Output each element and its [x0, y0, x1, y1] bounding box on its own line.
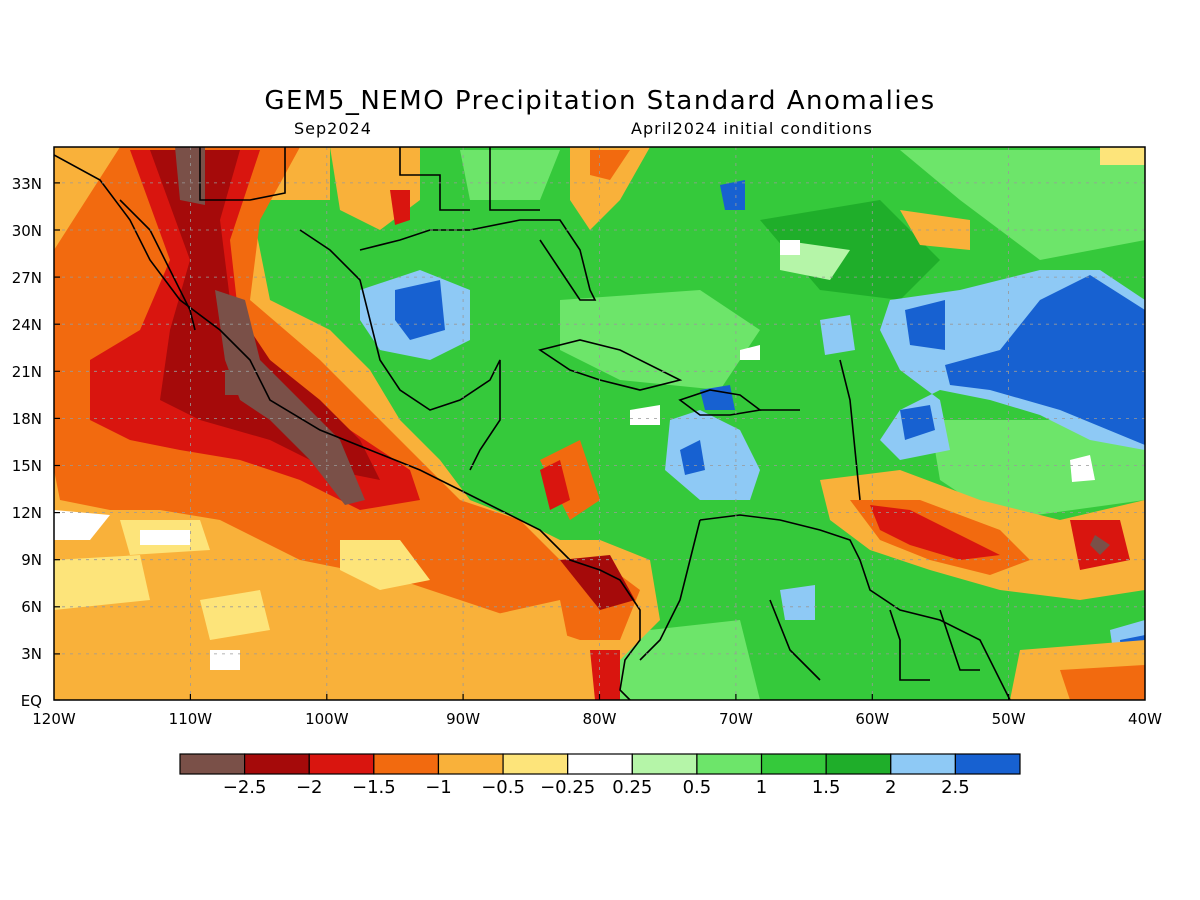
colorbar-tick-label: 2 [885, 777, 896, 798]
gridlines [54, 147, 1145, 700]
lon-label: 80W [583, 710, 617, 728]
lon-label: 60W [855, 710, 889, 728]
colorbar-labels: −2.5 −2 −1.5 −1 −0.5 −0.25 0.25 0.5 1 1.5 2 2.5 [223, 777, 970, 798]
colorbar-tick-label: −2.5 [223, 777, 267, 798]
lat-label: 21N [12, 363, 42, 381]
longitude-labels: 120W 110W 100W 90W 80W 70W 60W 50W 40W [32, 710, 1162, 728]
colorbar-swatch [373, 753, 440, 775]
lat-label: 33N [12, 175, 42, 193]
lon-label: 110W [169, 710, 213, 728]
colorbar-swatch [696, 753, 763, 775]
colorbar-tick-label: 0.5 [683, 777, 712, 798]
initial-conditions-label: April2024 initial conditions [631, 119, 873, 138]
lon-label: 50W [992, 710, 1026, 728]
colorbar-tick-label: 1.5 [812, 777, 841, 798]
lat-label: EQ [21, 692, 42, 710]
lon-label: 90W [446, 710, 480, 728]
latitude-labels: EQ 3N 6N 9N 12N 15N 18N 21N 24N 27N 30N … [12, 175, 42, 710]
colorbar-swatch [502, 753, 569, 775]
colorbar-tick-label: −0.5 [481, 777, 525, 798]
colorbar-swatch [631, 753, 698, 775]
colorbar-swatch [825, 753, 892, 775]
lat-label: 9N [21, 551, 42, 569]
colorbar-swatch [308, 753, 375, 775]
colorbar-tick-label: −2 [296, 777, 323, 798]
lat-label: 6N [21, 598, 42, 616]
forecast-month: Sep2024 [294, 119, 372, 138]
colorbar-swatch [760, 753, 827, 775]
colorbar-swatch [954, 753, 1021, 775]
colorbar-swatch [567, 753, 633, 775]
map-title: GEM5_NEMO Precipitation Standard Anomali… [264, 86, 936, 116]
lat-label: 30N [12, 222, 42, 240]
lon-label: 70W [719, 710, 753, 728]
colorbar-tick-label: −1.5 [352, 777, 396, 798]
lon-label: 120W [32, 710, 76, 728]
colorbar [179, 753, 1021, 775]
colorbar-tick-label: −1 [425, 777, 452, 798]
colorbar-tick-label: 2.5 [941, 777, 970, 798]
colorbar-tick-label: 1 [756, 777, 767, 798]
axis-ticks [54, 182, 1010, 701]
lon-label: 40W [1128, 710, 1162, 728]
lat-label: 18N [12, 410, 42, 428]
colorbar-swatch [244, 753, 310, 775]
anomaly-field [54, 147, 1145, 700]
colorbar-swatch [890, 753, 956, 775]
colorbar-swatch [437, 753, 504, 775]
colorbar-tick-label: −0.25 [540, 777, 595, 798]
colorbar-tick-label: 0.25 [612, 777, 652, 798]
lat-label: 27N [12, 269, 42, 287]
lon-label: 100W [305, 710, 349, 728]
lat-label: 3N [21, 645, 42, 663]
lat-label: 15N [12, 457, 42, 475]
lat-label: 12N [12, 504, 42, 522]
colorbar-swatch [179, 753, 246, 775]
coastlines [54, 147, 1011, 700]
lat-label: 24N [12, 316, 42, 334]
